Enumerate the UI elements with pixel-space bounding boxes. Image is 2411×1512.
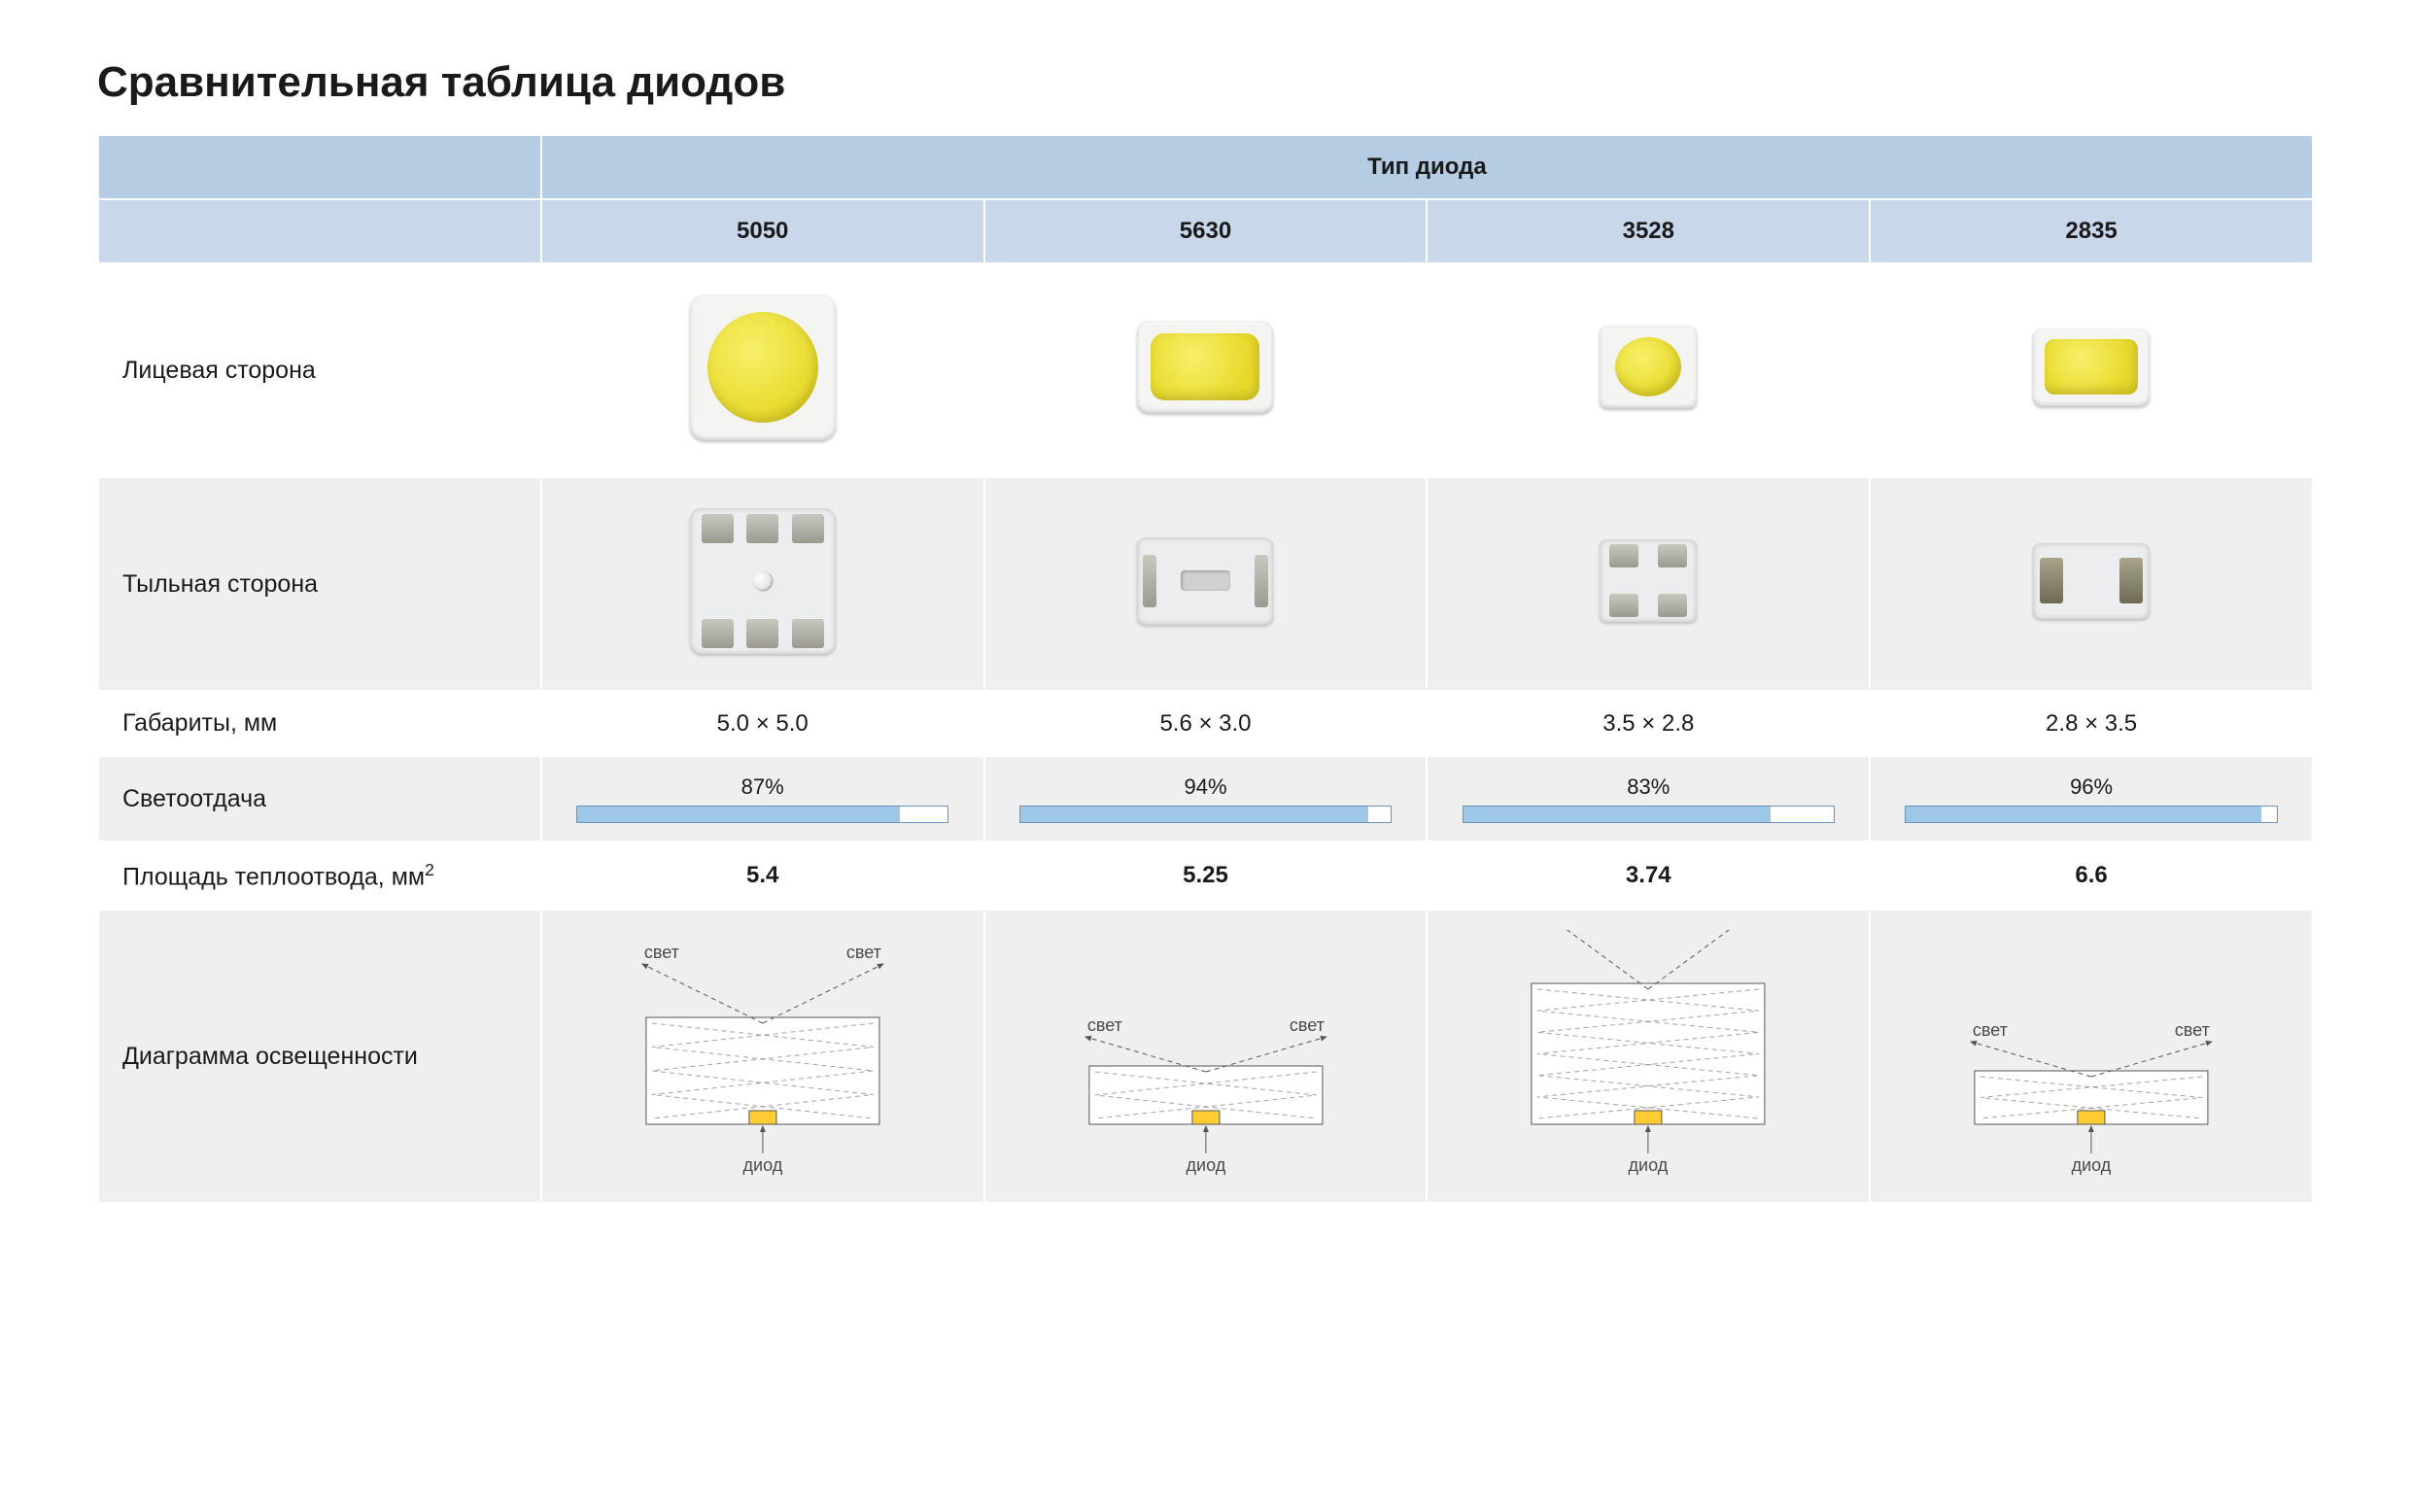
comparison-table: Тип диода 5050 5630 3528 2835 Лицевая ст… — [97, 134, 2314, 1204]
heatsink-1: 5.25 — [984, 842, 1428, 910]
diagram-2: светсветдиод — [1427, 910, 1870, 1203]
svg-text:диод: диод — [1186, 1155, 1225, 1175]
led-front-icon — [1137, 321, 1273, 413]
header-type-0: 5050 — [541, 199, 984, 263]
bar-label: 87% — [576, 774, 948, 800]
back-3528 — [1427, 477, 1870, 691]
led-front-icon — [690, 294, 836, 440]
header-blank2 — [98, 199, 541, 263]
front-3528 — [1427, 263, 1870, 477]
svg-text:диод: диод — [1629, 1155, 1669, 1175]
diagram-1: свет свет диод — [984, 910, 1428, 1203]
diagram-3: свет свет диод — [1870, 910, 2313, 1203]
svg-text:диод: диод — [2072, 1155, 2112, 1175]
bar-track — [1905, 806, 2277, 823]
back-5050 — [541, 477, 984, 691]
row-output-label: Светоотдача — [98, 756, 541, 842]
svg-text:свет: свет — [644, 943, 679, 962]
output-2: 83% — [1427, 756, 1870, 842]
dims-3: 2.8 × 3.5 — [1870, 691, 2313, 756]
row-diagram: Диаграмма освещенности свет свет диод свет… — [98, 910, 2313, 1203]
diagram-0: свет свет диод — [541, 910, 984, 1203]
back-2835 — [1870, 477, 2313, 691]
bar-track — [1463, 806, 1835, 823]
front-5630 — [984, 263, 1428, 477]
svg-text:диод: диод — [742, 1155, 782, 1175]
svg-text:свет: свет — [1086, 1015, 1121, 1035]
led-back-icon — [1600, 539, 1697, 622]
front-2835 — [1870, 263, 2313, 477]
row-dims: Габариты, мм 5.0 × 5.0 5.6 × 3.0 3.5 × 2… — [98, 691, 2313, 756]
row-front-label: Лицевая сторона — [98, 263, 541, 477]
header-type-1: 5630 — [984, 199, 1428, 263]
page-title: Сравнительная таблица диодов — [97, 58, 2314, 107]
dims-1: 5.6 × 3.0 — [984, 691, 1428, 756]
row-back: Тыльная сторона — [98, 477, 2313, 691]
bar-track — [576, 806, 948, 823]
front-5050 — [541, 263, 984, 477]
row-diagram-label: Диаграмма освещенности — [98, 910, 541, 1203]
svg-text:свет: свет — [1289, 1015, 1324, 1035]
heatsink-3: 6.6 — [1870, 842, 2313, 910]
bar-fill — [1906, 807, 2261, 822]
row-front: Лицевая сторона — [98, 263, 2313, 477]
bar-track — [1019, 806, 1392, 823]
bar-label: 83% — [1463, 774, 1835, 800]
bar-label: 94% — [1019, 774, 1392, 800]
back-5630 — [984, 477, 1428, 691]
bar-fill — [1464, 807, 1771, 822]
header-type-2: 3528 — [1427, 199, 1870, 263]
bar-fill — [577, 807, 900, 822]
led-back-icon — [690, 508, 836, 654]
output-0: 87% — [541, 756, 984, 842]
header-blank — [98, 135, 541, 199]
bar-label: 96% — [1905, 774, 2277, 800]
led-front-icon — [2033, 328, 2150, 406]
svg-text:свет: свет — [846, 943, 881, 962]
row-dims-label: Габариты, мм — [98, 691, 541, 756]
row-output: Светоотдача 87% 94% 83% 96% — [98, 756, 2313, 842]
bar-fill — [1020, 807, 1368, 822]
output-1: 94% — [984, 756, 1428, 842]
row-back-label: Тыльная сторона — [98, 477, 541, 691]
heatsink-0: 5.4 — [541, 842, 984, 910]
dims-2: 3.5 × 2.8 — [1427, 691, 1870, 756]
row-heatsink: Площадь теплоотвода, мм2 5.4 5.25 3.74 6… — [98, 842, 2313, 910]
led-back-icon — [2033, 543, 2150, 619]
output-3: 96% — [1870, 756, 2313, 842]
dims-0: 5.0 × 5.0 — [541, 691, 984, 756]
heatsink-2: 3.74 — [1427, 842, 1870, 910]
header-group: Тип диода — [541, 135, 2313, 199]
led-back-icon — [1137, 537, 1273, 625]
row-heatsink-label: Площадь теплоотвода, мм2 — [98, 842, 541, 910]
led-front-icon — [1600, 326, 1697, 408]
svg-text:свет: свет — [2175, 1020, 2210, 1040]
svg-text:свет: свет — [1973, 1020, 2008, 1040]
header-type-3: 2835 — [1870, 199, 2313, 263]
